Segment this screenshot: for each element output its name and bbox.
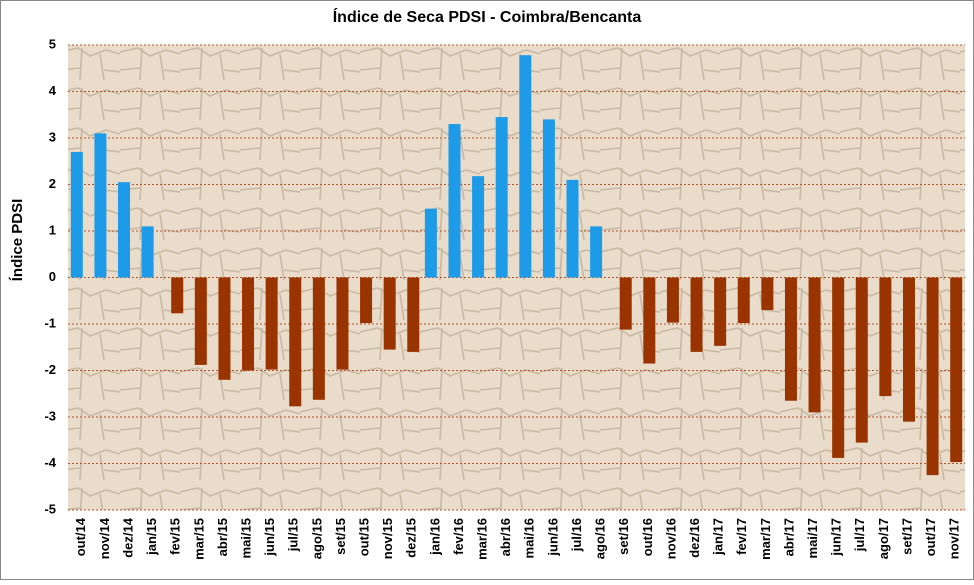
bar (383, 277, 396, 350)
bar (336, 277, 349, 370)
bar (666, 277, 679, 323)
x-tick-label: nov/17 (947, 518, 962, 559)
bar (714, 277, 727, 346)
bar (360, 277, 373, 324)
x-tick-label: out/16 (640, 518, 655, 556)
bar (70, 151, 83, 278)
x-tick-label: nov/15 (380, 518, 395, 559)
x-tick-label: jun/16 (545, 518, 560, 557)
x-tick-label: dez/16 (687, 518, 702, 558)
y-tick-label: -3 (44, 408, 56, 423)
x-tick-label: jun/17 (829, 518, 844, 557)
bar (218, 277, 231, 380)
bar (643, 277, 656, 364)
x-tick-label: abr/15 (215, 518, 230, 556)
x-tick-label: jun/15 (262, 518, 277, 557)
bar (407, 277, 420, 352)
bar (448, 124, 461, 278)
x-tick-label: jul/16 (569, 518, 584, 552)
x-tick-label: mai/15 (238, 518, 253, 558)
bar (808, 277, 821, 413)
x-tick-label: nov/16 (663, 518, 678, 559)
bar (832, 277, 845, 458)
bar (519, 55, 532, 278)
y-tick-label: 3 (49, 129, 56, 144)
bar (879, 277, 892, 397)
bar (590, 226, 603, 278)
y-tick-label: 1 (49, 222, 56, 237)
bar (926, 277, 939, 476)
x-tick-label: jul/15 (286, 518, 301, 552)
bar (566, 179, 579, 278)
y-tick-label: 0 (49, 269, 56, 284)
x-tick-label: dez/15 (404, 518, 419, 558)
bar (542, 119, 555, 278)
x-tick-label: jan/15 (144, 518, 159, 556)
x-tick-label: jan/17 (711, 518, 726, 556)
x-tick-label: dez/14 (120, 517, 135, 558)
bar (495, 117, 508, 278)
bar (242, 277, 255, 371)
x-tick-label: mai/16 (522, 518, 537, 558)
x-tick-label: nov/14 (97, 517, 112, 559)
y-tick-label: -5 (44, 501, 56, 516)
bar (690, 277, 703, 352)
bar (94, 133, 107, 278)
x-tick-label: abr/16 (498, 518, 513, 556)
x-tick-label: ago/15 (309, 518, 324, 559)
x-tick-label: set/17 (899, 518, 914, 555)
x-tick-label: ago/17 (876, 518, 891, 559)
x-tick-label: mai/17 (805, 518, 820, 558)
x-tick-label: mar/15 (191, 518, 206, 560)
bar (312, 277, 325, 400)
bar (171, 277, 184, 314)
bar (265, 277, 278, 370)
bar (784, 277, 797, 401)
y-tick-label: 5 (49, 36, 56, 51)
bar (118, 182, 131, 278)
bar (424, 208, 437, 278)
bar (855, 277, 868, 443)
y-tick-label: 2 (49, 176, 56, 191)
y-tick-label: -2 (44, 362, 56, 377)
x-tick-label: out/14 (73, 517, 88, 556)
x-tick-label: abr/17 (781, 518, 796, 556)
x-tick-label: fev/16 (451, 518, 466, 555)
bar (194, 277, 207, 365)
x-tick-label: mar/16 (475, 518, 490, 560)
bar (902, 277, 915, 422)
chart-title: Índice de Seca PDSI - Coimbra/Bencanta (333, 7, 642, 26)
x-tick-label: out/15 (357, 518, 372, 556)
bar (737, 277, 750, 324)
bar (289, 277, 302, 407)
x-tick-label: set/16 (616, 518, 631, 555)
y-tick-label: -1 (44, 315, 56, 330)
x-tick-label: fev/15 (168, 518, 183, 555)
y-tick-label: -4 (44, 455, 56, 470)
x-tick-label: jan/16 (427, 518, 442, 556)
x-tick-label: out/17 (923, 518, 938, 556)
x-tick-label: fev/17 (734, 518, 749, 555)
x-tick-label: jul/17 (852, 518, 867, 552)
bar (141, 226, 154, 278)
bar (950, 277, 963, 463)
x-tick-label: mar/17 (758, 518, 773, 560)
bar (619, 277, 632, 330)
x-tick-label: set/15 (333, 518, 348, 555)
x-tick-label: ago/16 (593, 518, 608, 559)
y-tick-label: 4 (49, 83, 57, 98)
bar (761, 277, 774, 311)
y-axis-label: Índice PDSI (9, 199, 26, 282)
bar (472, 176, 485, 278)
